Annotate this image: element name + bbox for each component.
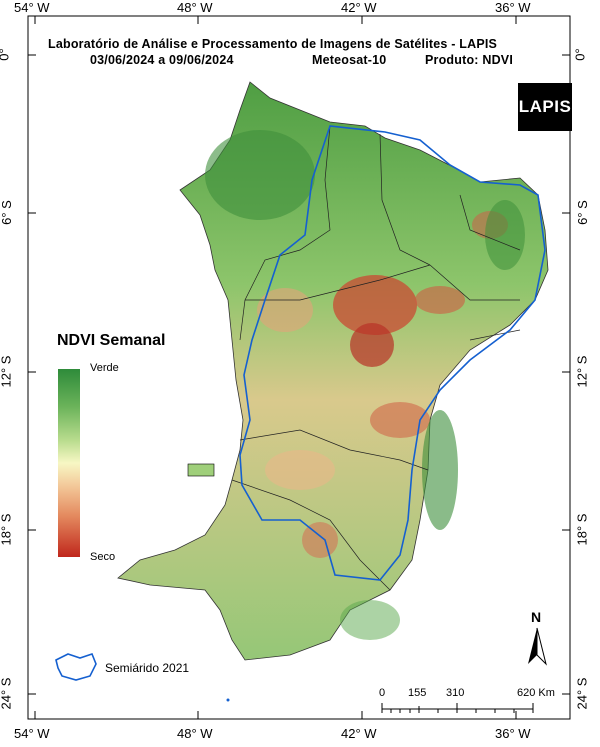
semiarid-legend-symbol bbox=[55, 653, 97, 681]
longitude-label-bottom: 54° W bbox=[14, 726, 50, 741]
map-title: Laboratório de Análise e Processamento d… bbox=[48, 37, 498, 51]
north-arrow-icon bbox=[528, 627, 547, 666]
latitude-label-left: 12° S bbox=[0, 356, 14, 388]
latitude-label-left: 6° S bbox=[0, 200, 14, 225]
latitude-label-right: 12° S bbox=[574, 355, 590, 388]
longitude-label-top: 54° W bbox=[14, 0, 50, 15]
scale-label: 155 bbox=[408, 687, 427, 699]
legend-low-label: Seco bbox=[90, 551, 116, 563]
latitude-label-right: 0° bbox=[572, 48, 588, 61]
longitude-label-top: 36° W bbox=[495, 0, 531, 15]
satellite-text: Meteosat-10 bbox=[312, 53, 387, 67]
product-text: Produto: NDVI bbox=[425, 53, 514, 67]
legend-high-label: Verde bbox=[90, 362, 119, 374]
island-shape bbox=[187, 463, 215, 477]
longitude-label-top: 48° W bbox=[177, 0, 213, 15]
island-dot bbox=[226, 698, 230, 702]
north-label: N bbox=[531, 609, 542, 625]
lapis-logo: LAPIS bbox=[518, 83, 572, 131]
scale-label: 620 Km bbox=[517, 687, 555, 699]
legend-title: NDVI Semanal bbox=[57, 332, 166, 349]
longitude-label-top: 42° W bbox=[341, 0, 377, 15]
top-ticks bbox=[28, 16, 570, 719]
state-borders bbox=[231, 125, 521, 591]
ndvi-colorbar bbox=[58, 369, 80, 557]
scale-label: 0 bbox=[379, 687, 386, 699]
scale-label: 310 bbox=[446, 687, 465, 699]
latitude-label-right: 6° S bbox=[574, 200, 590, 225]
semiarid-legend-label: Semiárido 2021 bbox=[105, 661, 190, 675]
period-text: 03/06/2024 a 09/06/2024 bbox=[90, 53, 234, 67]
latitude-label-left: 0° bbox=[0, 48, 12, 61]
scale-bar bbox=[381, 703, 534, 713]
longitude-label-bottom: 42° W bbox=[341, 726, 377, 741]
longitude-label-bottom: 48° W bbox=[177, 726, 213, 741]
green-zones bbox=[205, 130, 525, 640]
latitude-label-left: 18° S bbox=[0, 514, 14, 546]
latitude-label-right: 18° S bbox=[574, 513, 590, 546]
semiarid-boundary bbox=[239, 125, 546, 581]
latitude-label-right: 24° S bbox=[574, 677, 590, 710]
latitude-label-left: 24° S bbox=[0, 678, 14, 710]
longitude-label-bottom: 36° W bbox=[495, 726, 531, 741]
